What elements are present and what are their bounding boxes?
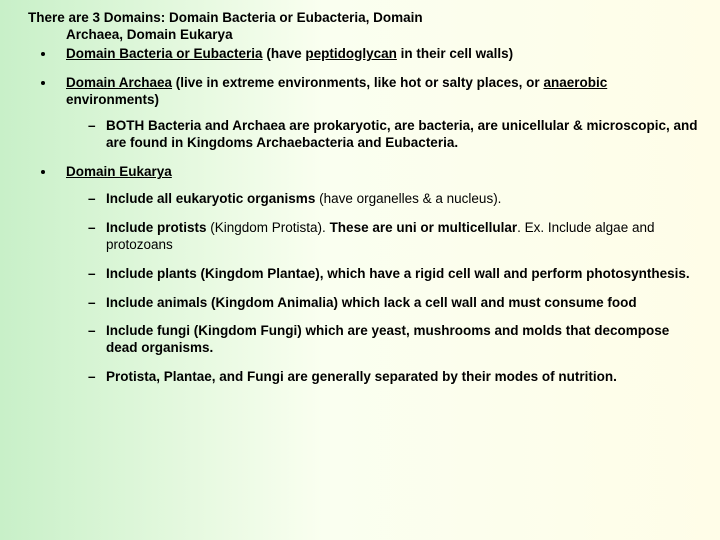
euk-anim-a: Include animals xyxy=(106,295,207,310)
euk-plant-b: (Kingdom Plantae), which have a rigid ce… xyxy=(197,266,690,281)
euk-prot-b: (Kingdom Protista). xyxy=(207,220,330,235)
bullet-bacteria: Domain Bacteria or Eubacteria (have pept… xyxy=(56,46,698,63)
eukarya-sublist: Include all eukaryotic organisms (have o… xyxy=(66,191,698,386)
archaea-anaerobic: anaerobic xyxy=(543,75,607,90)
archaea-note-text: BOTH Bacteria and Archaea are prokaryoti… xyxy=(106,118,697,150)
euk-fungi-b: (Kingdom Fungi) which are yeast, mushroo… xyxy=(106,323,669,355)
euk-prot-c: These are uni or multicellular xyxy=(330,220,518,235)
euk-plant-a: Include plants xyxy=(106,266,197,281)
bullet-archaea: Domain Archaea (live in extreme environm… xyxy=(56,75,698,153)
bacteria-title: Domain Bacteria or Eubacteria xyxy=(66,46,263,61)
slide-content: There are 3 Domains: Domain Bacteria or … xyxy=(0,0,720,408)
bacteria-t1: (have xyxy=(263,46,306,61)
intro-line1: There are 3 Domains: Domain Bacteria or … xyxy=(28,10,423,25)
euk-fungi: Include fungi (Kingdom Fungi) which are … xyxy=(88,323,698,357)
archaea-note: BOTH Bacteria and Archaea are prokaryoti… xyxy=(88,118,698,152)
archaea-t1: (live in extreme environments, like hot … xyxy=(172,75,543,90)
euk-summary-text: Protista, Plantae, and Fungi are general… xyxy=(106,369,617,384)
bacteria-t2: in their cell walls) xyxy=(397,46,513,61)
intro-line2: Archaea, Domain Eukarya xyxy=(66,27,233,42)
euk-org-a: Include all eukaryotic organisms xyxy=(106,191,315,206)
euk-fungi-a: Include fungi xyxy=(106,323,190,338)
intro-text: There are 3 Domains: Domain Bacteria or … xyxy=(28,10,698,44)
eukarya-title: Domain Eukarya xyxy=(66,164,172,179)
euk-prot-a: Include protists xyxy=(106,220,207,235)
archaea-title: Domain Archaea xyxy=(66,75,172,90)
euk-anim-b: (Kingdom Animalia) which lack a cell wal… xyxy=(207,295,636,310)
domain-list: Domain Bacteria or Eubacteria (have pept… xyxy=(28,46,698,386)
euk-summary: Protista, Plantae, and Fungi are general… xyxy=(88,369,698,386)
euk-org-b: (have organelles & a nucleus). xyxy=(315,191,501,206)
archaea-sublist: BOTH Bacteria and Archaea are prokaryoti… xyxy=(66,118,698,152)
euk-protists: Include protists (Kingdom Protista). The… xyxy=(88,220,698,254)
bullet-eukarya: Domain Eukarya Include all eukaryotic or… xyxy=(56,164,698,386)
archaea-t2: environments) xyxy=(66,92,159,107)
bacteria-peptidoglycan: peptidoglycan xyxy=(305,46,397,61)
euk-plants: Include plants (Kingdom Plantae), which … xyxy=(88,266,698,283)
euk-organisms: Include all eukaryotic organisms (have o… xyxy=(88,191,698,208)
euk-animals: Include animals (Kingdom Animalia) which… xyxy=(88,295,698,312)
